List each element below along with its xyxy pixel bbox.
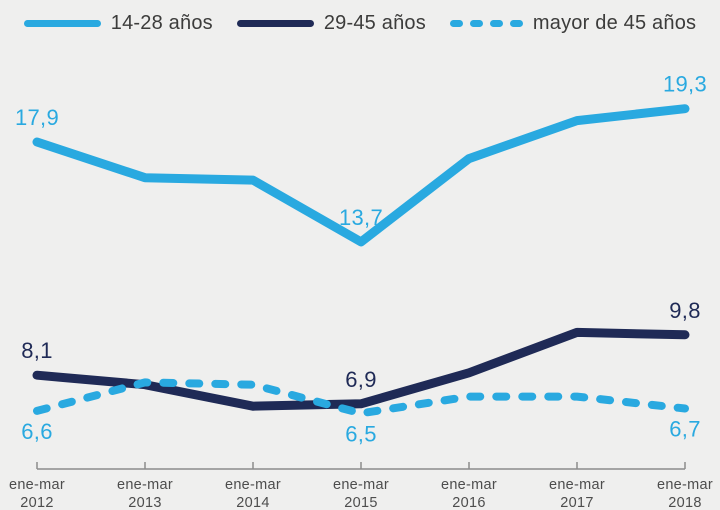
x-tick-label: ene-mar 2012 <box>9 477 65 510</box>
data-label: 8,1 <box>21 338 52 363</box>
x-tick-label: ene-mar 2015 <box>333 477 389 510</box>
data-label: 6,5 <box>345 421 376 446</box>
legend-swatch-solid-lightblue <box>23 19 101 27</box>
x-tick-label: ene-mar 2018 <box>657 477 713 510</box>
legend-label-14-28: 14-28 años <box>110 11 213 34</box>
data-label: 13,7 <box>339 205 383 230</box>
x-tick-label: ene-mar 2013 <box>117 477 173 510</box>
x-tick-label: ene-mar 2014 <box>225 477 281 510</box>
series-line-2 <box>33 378 689 418</box>
x-tick-label: ene-mar 2016 <box>441 477 497 510</box>
legend-label-29-45: 29-45 años <box>323 11 426 34</box>
legend: 14-28 años 29-45 años mayor de 45 años <box>0 8 720 38</box>
data-label: 6,9 <box>345 367 376 392</box>
legend-swatch-solid-navy <box>236 19 314 27</box>
legend-item-14-28: 14-28 años <box>23 11 213 35</box>
data-label: 9,8 <box>669 298 700 323</box>
data-label: 19,3 <box>663 72 707 97</box>
legend-swatch-dashed-lightblue <box>449 19 523 27</box>
x-tick-label: ene-mar 2017 <box>549 477 605 510</box>
data-label: 6,6 <box>21 419 52 444</box>
series-line-0 <box>32 104 690 247</box>
data-label: 17,9 <box>15 105 59 130</box>
legend-label-mayor-45: mayor de 45 años <box>532 11 697 34</box>
legend-item-mayor-45: mayor de 45 años <box>449 11 697 35</box>
data-label: 6,7 <box>669 417 700 442</box>
legend-item-29-45: 29-45 años <box>236 11 426 35</box>
